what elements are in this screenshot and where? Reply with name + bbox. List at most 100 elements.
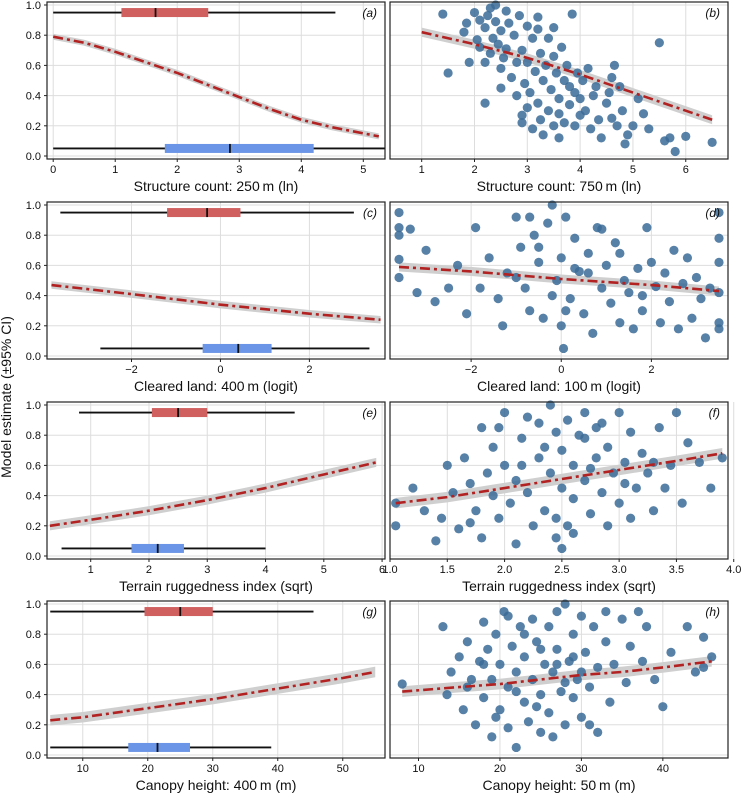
data-point (534, 418, 544, 428)
boxplot-bottom (61, 543, 266, 553)
panel-frame (389, 1, 729, 160)
data-point (545, 468, 556, 478)
data-point (644, 124, 654, 134)
data-point (554, 94, 564, 104)
data-point (583, 63, 593, 74)
data-point (540, 442, 550, 452)
y-tick-label: 0.2 (26, 720, 41, 732)
data-point (522, 21, 532, 31)
data-point (534, 257, 544, 267)
data-point (615, 318, 625, 328)
data-point (538, 313, 548, 323)
data-point (591, 81, 601, 92)
x-tick-label: 5 (360, 164, 366, 176)
data-point (495, 659, 505, 670)
data-point (717, 453, 727, 463)
data-point (561, 306, 571, 316)
data-point (568, 528, 578, 538)
data-point (707, 652, 717, 662)
data-point (470, 720, 481, 730)
data-point (491, 17, 501, 27)
data-point (570, 121, 580, 131)
panel-label: (c) (363, 206, 377, 220)
data-point (609, 659, 619, 670)
data-point (560, 720, 570, 730)
y-tick-label: 0.2 (26, 121, 41, 133)
data-point (564, 100, 575, 110)
x-tick-label: 3 (524, 164, 530, 176)
data-point (593, 662, 603, 673)
x-tick-label: 4 (262, 564, 268, 576)
data-point (520, 78, 530, 89)
data-point (483, 10, 493, 21)
data-point (683, 438, 693, 448)
data-point (532, 702, 542, 712)
x-tick-label: 4 (577, 164, 583, 176)
data-point (694, 457, 704, 467)
x-tick-label: 6 (379, 564, 385, 576)
data-point (506, 72, 517, 83)
x-tick-label: 0 (217, 364, 223, 376)
data-point (479, 693, 489, 703)
data-point (670, 146, 680, 157)
x-tick-label: 5 (321, 564, 327, 576)
data-point (597, 283, 607, 293)
data-point (487, 674, 497, 685)
data-point (538, 130, 548, 140)
data-point (638, 109, 649, 119)
data-point (586, 124, 596, 134)
data-point (601, 637, 611, 647)
data-point (559, 118, 569, 128)
data-point (549, 23, 559, 33)
data-point (562, 60, 572, 70)
data-point (617, 614, 627, 624)
data-point (511, 686, 521, 697)
x-axis-label: Cleared land: 100 m (logit) (477, 378, 641, 394)
panel-e: 1 2 3 4 5 6 0.0 0.2 0.4 0.6 0.8 1.0 Terrain ruggedne… (26, 400, 386, 594)
data-point (570, 233, 580, 243)
data-point (511, 539, 521, 549)
data-point (540, 506, 550, 516)
data-point (681, 131, 691, 141)
data-point (631, 483, 641, 493)
data-point (469, 7, 480, 18)
data-point (523, 717, 534, 727)
data-point (494, 423, 504, 433)
y-tick-label: 0.6 (26, 60, 41, 72)
data-point (654, 423, 664, 433)
data-point (499, 460, 510, 470)
data-point (438, 9, 448, 19)
data-point (546, 84, 556, 95)
data-point (554, 109, 564, 119)
y-tick-label: 0.0 (26, 151, 41, 163)
data-point (707, 137, 717, 148)
data-point (609, 60, 620, 70)
data-point (461, 18, 472, 28)
data-point (551, 513, 561, 523)
confidence-band (53, 33, 379, 140)
panel-label: (a) (362, 6, 377, 20)
data-point (682, 253, 693, 263)
boxplot-top (50, 607, 314, 617)
shared-y-axis-label: Model estimate (±95% CI) (0, 316, 14, 478)
y-tick-label: 1.0 (26, 0, 41, 12)
data-point (491, 629, 501, 639)
data-point (496, 63, 506, 74)
data-point (480, 23, 490, 33)
data-point (714, 324, 724, 334)
data-point (517, 118, 527, 128)
confidence-band (50, 666, 376, 726)
data-point (567, 9, 577, 19)
x-tick-label: 10 (412, 763, 424, 775)
x-axis-label: Canopy height: 400 m (m) (136, 777, 297, 793)
panel-frame (46, 1, 386, 160)
y-tick-label: 0.4 (26, 491, 41, 503)
data-point (528, 521, 538, 531)
data-point (538, 75, 548, 86)
data-point (591, 453, 601, 463)
panel-frame (46, 600, 386, 759)
data-point (614, 498, 624, 508)
data-point (522, 103, 532, 113)
data-point (576, 611, 586, 621)
data-point (498, 53, 509, 63)
